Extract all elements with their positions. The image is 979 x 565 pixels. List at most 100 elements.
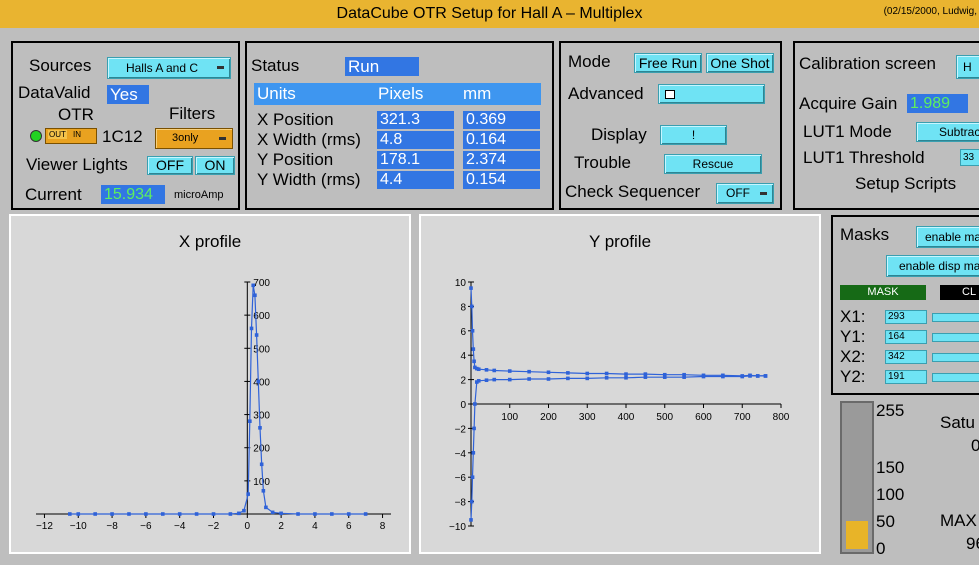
data-point [270,510,275,515]
mask-y2-slider[interactable] [932,373,979,382]
otr-in-label[interactable]: IN [73,130,81,139]
enable-disp-mask-button[interactable]: enable disp ma [886,255,979,277]
data-point [624,375,628,380]
advanced-button[interactable] [658,84,765,104]
x-tick-label: 300 [579,412,596,423]
calibration-button[interactable]: H [956,55,979,79]
mask-x1-slider[interactable] [932,313,979,322]
display-label: Display [591,125,647,144]
calibration-panel: Calibration screen H Acquire Gain 1.989 … [793,41,979,210]
data-point [279,511,283,516]
data-point [721,374,725,379]
y-tick-label: 600 [253,311,270,322]
check-sequencer-menu[interactable]: OFF [716,183,774,204]
data-point [256,379,261,384]
data-point [127,512,131,516]
display-button[interactable]: ! [660,125,727,145]
mask-y1-input[interactable]: 164 [885,330,927,344]
lut1-threshold-label: LUT1 Threshold [803,148,925,167]
lut1-threshold-input[interactable]: 33 [960,149,979,166]
data-point [93,512,97,516]
x-tick-label: −8 [106,521,118,532]
mask-y2-input[interactable]: 191 [885,370,927,384]
series-line [470,375,766,520]
row-y-width-label: Y Width (rms) [257,170,361,189]
row-x-width-mm: 0.164 [463,131,540,149]
data-point [471,451,476,455]
data-point [484,368,489,372]
data-point [473,402,477,406]
otr-out-label[interactable]: OUT [48,130,67,139]
max-label: MAX [940,511,977,530]
mask-x2-label: X2: [840,347,866,366]
one-shot-button[interactable]: One Shot [706,53,774,73]
x-tick-label: −2 [208,521,220,532]
mask-x2-input[interactable]: 342 [885,350,927,364]
free-run-button[interactable]: Free Run [634,53,702,73]
y-tick-label: 4 [460,351,466,362]
lut1-mode-button[interactable]: Subtrac [916,122,979,142]
rescue-button[interactable]: Rescue [664,154,762,174]
window-date: (02/15/2000, Ludwig, [883,6,977,17]
data-point [68,512,72,516]
row-y-width-pixels: 4.4 [377,171,454,189]
data-point [566,376,570,381]
data-point [469,499,474,504]
mask-x1-label: X1: [840,307,866,326]
data-point [470,475,475,479]
data-point [507,369,512,373]
sources-menu[interactable]: Halls A and C [107,57,231,79]
sources-panel: Sources Halls A and C DataValid Yes OTR … [11,41,240,210]
x-tick-label: 800 [773,412,790,423]
row-y-position-pixels: 178.1 [377,151,454,169]
y-tick-label: 500 [253,344,270,355]
otr-toggle[interactable]: OUT IN [45,128,97,144]
data-point [682,372,686,377]
x-tick-label: −6 [140,521,152,532]
viewer-lights-on-button[interactable]: ON [195,156,235,175]
x-profile-title: X profile [178,232,242,251]
y-tick-label: −4 [455,449,467,460]
row-x-width-pixels: 4.8 [377,131,454,149]
y-tick-label: 0 [460,400,466,411]
row-y-width-mm: 0.154 [463,171,540,189]
data-point [748,374,752,378]
data-point [346,512,351,516]
mask-x2-slider[interactable] [932,353,979,362]
data-point [492,377,497,382]
x-tick-label: 2 [278,521,284,532]
meter-tick-0: 0 [876,539,886,558]
data-point [110,512,114,516]
x-tick-label: 400 [618,412,635,423]
meter-tick-100: 100 [876,485,905,504]
data-point [566,371,570,375]
y-tick-label: 200 [253,444,270,455]
data-point [160,512,165,516]
data-point [740,374,745,379]
viewer-lights-off-button[interactable]: OFF [147,156,193,175]
x-tick-label: 4 [312,521,318,532]
status-value: Run [345,57,419,76]
data-point [662,375,667,379]
mask-y1-label: Y1: [840,327,866,346]
trouble-label: Trouble [574,153,632,172]
datavalid-value: Yes [107,85,149,104]
x-tick-label: 600 [695,412,712,423]
data-point [624,372,628,376]
meter-fill [846,521,868,549]
filters-menu[interactable]: 3only [155,128,233,149]
max-value: 96 [966,534,979,553]
data-point [248,419,252,423]
data-point [242,508,246,513]
status-panel: Status Run Units Pixels mm X Position 32… [245,41,554,210]
mask-x1-input[interactable]: 293 [885,310,927,324]
data-point [643,375,648,379]
mask-y2-label: Y2: [840,367,866,386]
y-tick-label: −8 [455,498,467,509]
data-point [476,379,481,383]
data-point [259,462,264,467]
mask-y1-slider[interactable] [932,333,979,342]
y-profile-chart: 100 200 300 400 500 600 700 800 −10 −8 −6 −4 −2 0 2 4 6 8… [449,278,790,533]
enable-mask-button[interactable]: enable ma [916,226,979,248]
row-x-position-mm: 0.369 [463,111,540,129]
